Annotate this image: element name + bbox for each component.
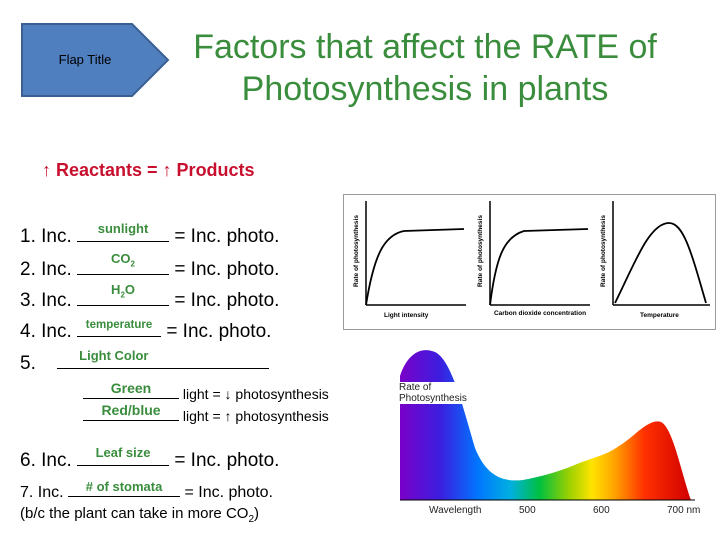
factor-graphs-panel: Rate of photosynthesis Light intensity R…: [343, 194, 716, 330]
graph-ylabel: Rate of photosynthesis: [353, 215, 360, 287]
sub-rest: light = ↑ photosynthesis: [182, 408, 329, 424]
item-rest: = Inc. photo.: [174, 450, 280, 471]
item-rest: = Inc. photo.: [184, 484, 273, 501]
item-number: 4. Inc.: [20, 321, 72, 342]
item-number: 1. Inc.: [20, 226, 72, 247]
graph-temperature: Rate of photosynthesis Temperature: [600, 201, 710, 319]
item-rest: = Inc. photo.: [174, 259, 280, 280]
item-number: 7. Inc.: [20, 484, 64, 501]
reactants-products-rule: ↑ Reactants = ↑ Products: [42, 160, 255, 180]
stomata-note: (b/c the plant can take in more CO2): [20, 505, 260, 525]
graph-carbon-dioxide: Rate of photosynthesis Carbon dioxide co…: [477, 201, 590, 317]
light-color-redblue: Red/blue light = ↑ photosynthesis: [83, 402, 329, 424]
spectrum-xlabel: Wavelength: [429, 505, 482, 516]
item-blank: # of stomata: [68, 479, 181, 497]
flap-title-label: Flap Title: [58, 52, 112, 67]
item-blank: CO2: [77, 251, 170, 275]
item-blank: sunlight: [77, 221, 170, 242]
item-number: 6. Inc.: [20, 450, 72, 471]
item-number: 5.: [20, 353, 36, 374]
spectrum-ylabel: Rate of Photosynthesis: [399, 382, 467, 404]
list-item-7: 7. Inc. # of stomata = Inc. photo.: [20, 479, 273, 502]
title-line-1: Factors that affect the RATE of: [193, 28, 657, 66]
list-item-1: 1. Inc. sunlight = Inc. photo.: [20, 221, 280, 248]
list-item-5: 5. Light Color: [20, 348, 270, 375]
tick-500: 500: [519, 505, 536, 516]
spectrum-curve: [400, 350, 695, 501]
graph-ylabel: Rate of photosynthesis: [600, 215, 607, 287]
sub-fill: Red/blue: [101, 402, 161, 418]
graph-xlabel: Light intensity: [384, 312, 429, 319]
item-fill: CO2: [111, 251, 135, 269]
sub-rest: light = ↓ photosynthesis: [182, 386, 329, 402]
item-blank: H2O: [77, 282, 170, 306]
list-item-2: 2. Inc. CO2 = Inc. photo.: [20, 251, 280, 281]
item-fill: Leaf size: [95, 445, 151, 460]
tick-700: 700 nm: [667, 505, 701, 516]
title-line-2: Photosynthesis in plants: [241, 70, 609, 108]
item-rest: = Inc. photo.: [174, 226, 280, 247]
item-number: 2. Inc.: [20, 259, 72, 280]
flap-title-shape: [21, 23, 170, 97]
item-fill: Light Color: [79, 348, 149, 363]
item-fill: temperature: [85, 319, 153, 331]
graph-light-intensity: Rate of photosynthesis Light intensity: [353, 201, 466, 319]
graph-xlabel: Temperature: [640, 312, 679, 319]
page-title: Factors that affect the RATE of Photosyn…: [165, 26, 685, 110]
list-item-3: 3. Inc. H2O = Inc. photo.: [20, 282, 280, 312]
item-rest: = Inc. photo.: [166, 321, 272, 342]
action-spectrum-chart: Rate of Photosynthesis Wavelength 500 60…: [395, 340, 715, 522]
item-blank: temperature: [77, 318, 162, 337]
graph-ylabel: Rate of photosynthesis: [477, 215, 484, 287]
item-rest: = Inc. photo.: [174, 290, 280, 311]
item-number: 3. Inc.: [20, 290, 72, 311]
sub-blank: Green: [83, 380, 179, 399]
tick-600: 600: [593, 505, 610, 516]
graph-xlabel: Carbon dioxide concentration: [494, 310, 586, 317]
list-item-6: 6. Inc. Leaf size = Inc. photo.: [20, 445, 280, 472]
sub-fill: Green: [110, 380, 152, 396]
list-item-4: 4. Inc. temperature = Inc. photo.: [20, 318, 271, 343]
item-fill: sunlight: [97, 221, 149, 236]
item-fill: # of stomata: [85, 479, 163, 494]
item-blank: Light Color: [57, 348, 270, 369]
item-fill: H2O: [111, 282, 136, 300]
sub-blank: Red/blue: [83, 402, 179, 421]
item-blank: Leaf size: [77, 445, 170, 466]
light-color-green: Green light = ↓ photosynthesis: [83, 380, 329, 402]
